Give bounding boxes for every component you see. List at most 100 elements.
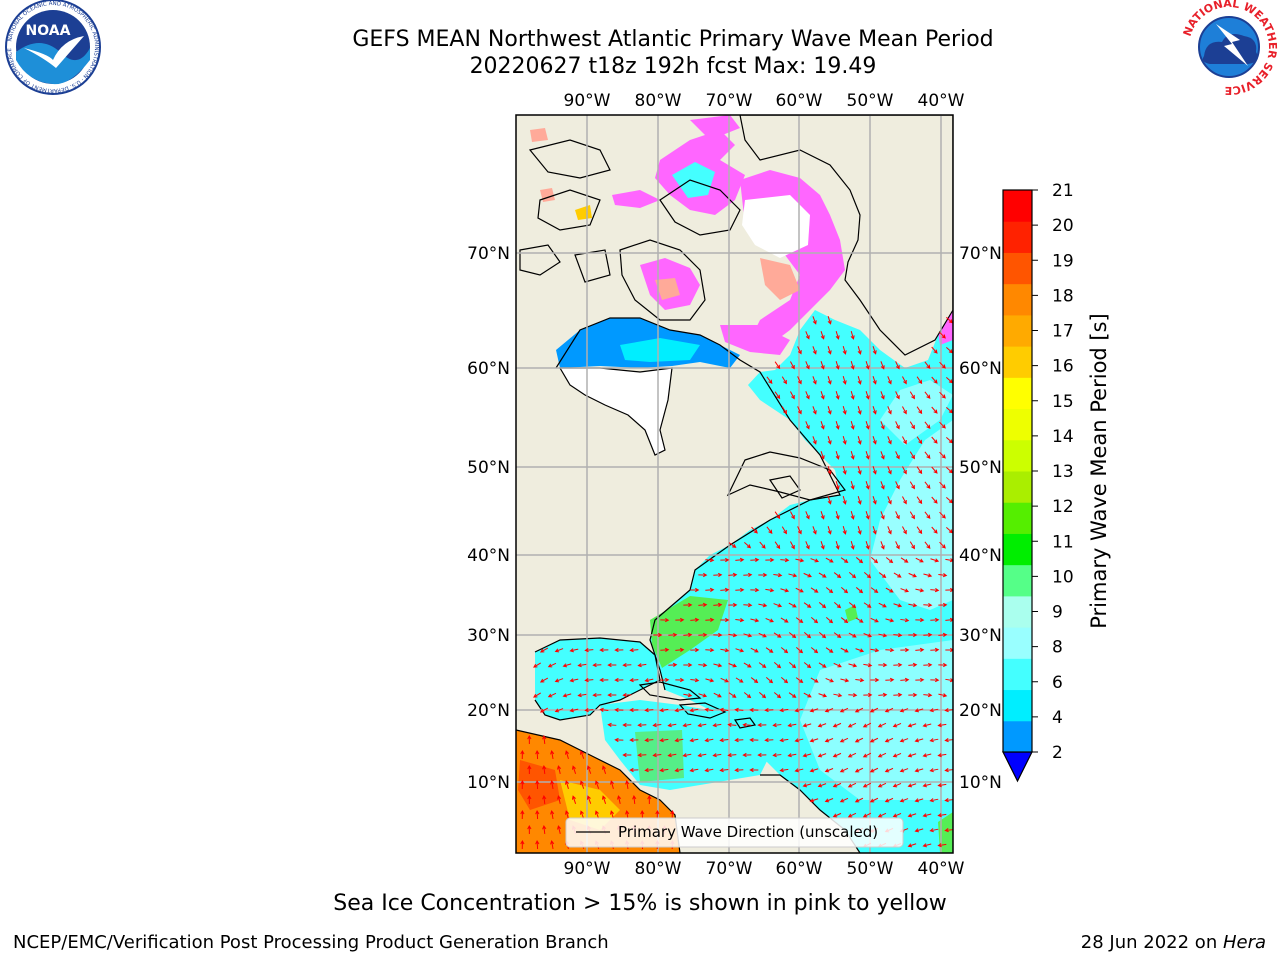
wave-arrow [584, 678, 594, 683]
wave-arrow [850, 511, 855, 520]
wave-arrow [944, 708, 953, 713]
wave-arrow [907, 783, 917, 788]
wave-arrow [863, 572, 872, 579]
wave-arrow [668, 632, 678, 638]
wave-arrow [542, 734, 547, 745]
wave-arrow [617, 795, 622, 805]
wave-direction-arrows [520, 316, 953, 850]
wave-arrow [564, 780, 570, 789]
wave-arrow [863, 663, 873, 668]
wave-arrow [939, 481, 946, 489]
wave-arrow [908, 662, 918, 668]
wave-arrow [922, 813, 932, 818]
wave-arrow [790, 361, 795, 370]
wave-arrow [675, 647, 685, 653]
wave-arrow [797, 346, 802, 355]
wave-arrow [895, 541, 900, 550]
wave-arrow [720, 617, 730, 623]
colorbar-band [1003, 471, 1032, 503]
wave-arrow [690, 647, 700, 653]
wave-arrow [571, 765, 577, 774]
wave-arrow [835, 541, 840, 550]
wave-arrow [795, 647, 804, 654]
lon-tick-bottom: 70°W [706, 859, 753, 879]
wave-arrow [825, 617, 834, 624]
lon-tick-top: 80°W [635, 91, 682, 111]
lat-tick-left: 50°N [467, 458, 510, 478]
wave-arrow [847, 752, 857, 758]
wave-arrow [773, 692, 782, 699]
wave-arrow [839, 797, 849, 803]
wave-arrow [824, 708, 834, 713]
wave-arrow [937, 813, 947, 818]
wave-arrow [765, 617, 774, 623]
wave-arrow [795, 558, 805, 563]
footer-date: 28 Jun 2022 on [1080, 932, 1223, 953]
wave-arrow [872, 526, 877, 535]
lat-tick-left: 30°N [467, 626, 510, 646]
noaa-logo-text: NOAA [26, 23, 71, 39]
colorbar-band [1003, 377, 1032, 410]
wave-arrow [887, 496, 892, 505]
wave-arrow [557, 825, 562, 835]
wave-arrow [869, 797, 879, 803]
wave-arrow [562, 663, 572, 668]
ocean-gulf-stream-green [650, 596, 728, 668]
wave-arrow [840, 557, 849, 563]
sea-ice-caption: Sea Ice Concentration > 15% is shown in … [333, 891, 947, 916]
wave-arrow [535, 779, 540, 790]
wave-arrow [599, 647, 609, 653]
colorbar-band [1003, 283, 1032, 316]
wave-arrow [637, 752, 647, 758]
wave-arrow [824, 798, 834, 803]
wave-arrow [535, 839, 540, 850]
wave-arrow [750, 647, 759, 653]
wave-arrow [865, 511, 870, 520]
wave-arrow [884, 737, 894, 743]
wave-arrow [812, 376, 817, 385]
wave-arrow [825, 587, 834, 594]
wave-arrow [887, 376, 892, 385]
wave-arrow [827, 436, 832, 445]
wave-arrow [539, 677, 549, 683]
wave-arrow [869, 707, 879, 713]
wave-arrow [728, 663, 737, 668]
wave-arrow [735, 677, 744, 683]
wave-arrow [757, 752, 767, 758]
wave-arrow [892, 723, 902, 728]
wave-arrow [780, 617, 789, 623]
wave-arrow [827, 406, 832, 415]
wave-arrow [870, 648, 880, 653]
wave-arrow [527, 764, 532, 775]
wave-arrow [622, 722, 632, 728]
wave-arrow [885, 677, 895, 683]
wave-arrow [728, 633, 738, 638]
wave-arrow [872, 346, 877, 355]
gridlines [516, 115, 953, 853]
wave-arrow [564, 750, 570, 759]
wave-arrow [809, 738, 819, 743]
wave-arrow [835, 451, 840, 460]
wave-arrow [660, 617, 670, 623]
wave-arrow [569, 648, 579, 653]
wave-arrow [584, 648, 594, 653]
wave-arrow [812, 526, 817, 535]
hudson-bay [560, 368, 672, 455]
wave-arrow [850, 451, 855, 460]
wave-arrow [930, 587, 940, 593]
wave-arrow [929, 708, 939, 713]
wave-arrow [653, 632, 663, 638]
wave-arrow [818, 693, 828, 698]
wave-arrow [945, 647, 953, 653]
wave-arrow [847, 782, 857, 788]
wave-arrow [914, 768, 924, 773]
wave-arrow [805, 511, 810, 520]
wave-arrow [674, 768, 684, 773]
wave-arrow [880, 481, 885, 490]
wave-arrow [704, 768, 714, 773]
wave-arrow [832, 812, 842, 818]
wave-arrow [758, 692, 767, 699]
wave-arrow [884, 797, 894, 803]
wave-arrow [848, 602, 857, 609]
wave-arrow [810, 587, 819, 593]
